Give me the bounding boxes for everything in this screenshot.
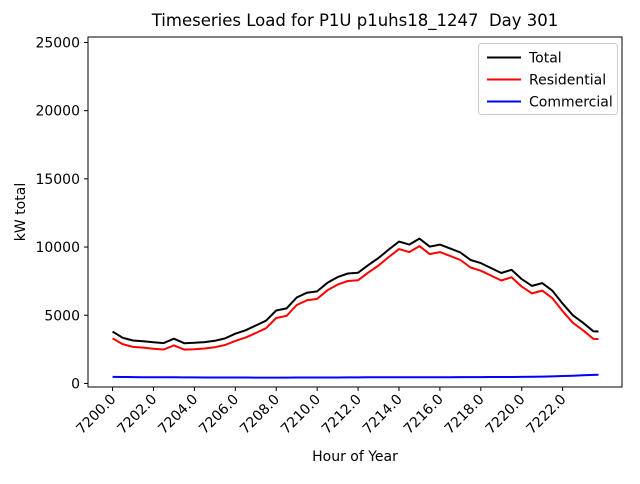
legend-label-total: Total — [528, 51, 562, 67]
series-lines — [112, 237, 599, 379]
y-tick-label: 5000 — [44, 308, 80, 324]
x-tick-label: 7216.0 — [401, 392, 447, 438]
x-tick-label: 7200.0 — [73, 392, 119, 438]
legend-box — [478, 43, 618, 115]
series-line-total — [112, 237, 599, 345]
x-tick-label: 7214.0 — [360, 392, 406, 438]
x-tick-label: 7210.0 — [278, 392, 324, 438]
x-tick-label: 7218.0 — [442, 392, 488, 438]
series-line-residential — [112, 245, 599, 351]
legend-label-commercial: Commercial — [529, 95, 613, 111]
x-tick-label: 7204.0 — [155, 392, 201, 438]
x-tick-label: 7208.0 — [237, 392, 283, 438]
y-tick-label: 0 — [71, 376, 80, 392]
x-axis-ticks: 7200.07202.07204.07206.07208.07210.07212… — [73, 387, 569, 437]
y-tick-label: 10000 — [35, 240, 80, 256]
x-tick-label: 7206.0 — [196, 392, 242, 438]
y-tick-label: 25000 — [35, 35, 80, 51]
x-tick-label: 7222.0 — [524, 392, 570, 438]
y-axis-ticks: 0 5000 10000 15000 20000 25000 — [35, 35, 88, 392]
x-tick-label: 7220.0 — [483, 392, 529, 438]
chart-title: Timeseries Load for P1U p1uhs18_1247 Day… — [151, 11, 559, 31]
y-tick-label: 15000 — [35, 172, 80, 188]
legend: Total Residential Commercial — [478, 43, 618, 115]
y-tick-label: 20000 — [35, 104, 80, 120]
legend-label-residential: Residential — [529, 73, 606, 89]
series-line-commercial — [112, 373, 599, 379]
y-axis-label: kW total — [13, 183, 29, 241]
x-axis-label: Hour of Year — [312, 449, 398, 465]
x-tick-label: 7212.0 — [319, 392, 365, 438]
x-tick-label: 7202.0 — [114, 392, 160, 438]
